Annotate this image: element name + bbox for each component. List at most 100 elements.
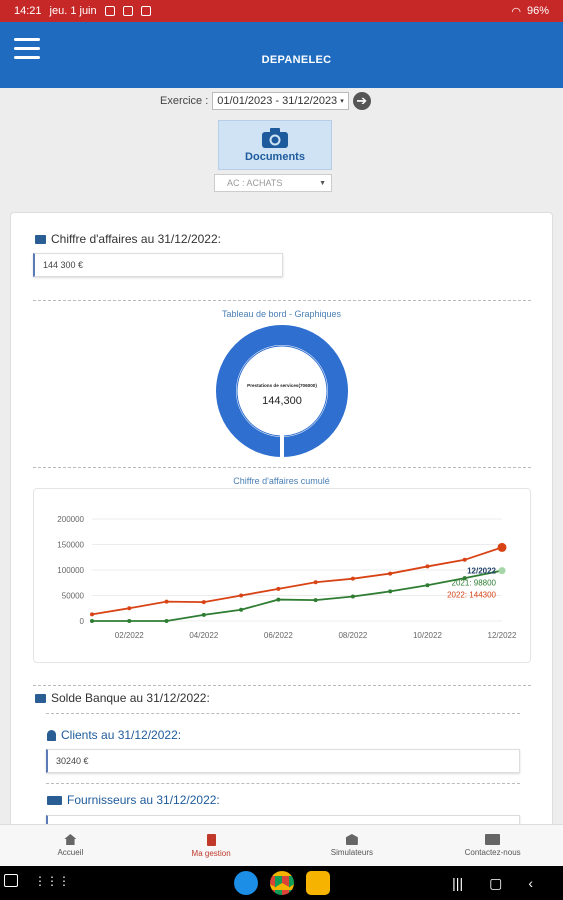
- app-bar: DEPANELEC: [0, 22, 563, 88]
- camera-icon: [262, 128, 288, 148]
- contact-card-icon: [485, 834, 501, 845]
- nav-simulateurs[interactable]: Simulateurs: [282, 825, 423, 866]
- banque-title: Solde Banque au 31/12/2022:: [35, 691, 210, 705]
- tooltip-2021: 2021: 98800: [452, 578, 497, 587]
- skype-app-icon[interactable]: [234, 871, 258, 895]
- data-point-2021: [164, 619, 169, 623]
- data-point-2021: [276, 597, 281, 602]
- data-point-2022: [350, 576, 355, 581]
- y-tick-label: 0: [80, 617, 85, 626]
- y-tick-label: 50000: [62, 592, 85, 601]
- dashboard-title: Tableau de bord - Graphiques: [221, 309, 342, 319]
- data-point-2021: [498, 567, 506, 575]
- apps-grid-icon[interactable]: ⋮⋮⋮: [34, 874, 70, 888]
- nav-accueil[interactable]: Accueil: [0, 825, 141, 866]
- exercice-value: 01/01/2023 - 31/12/2023: [217, 95, 338, 107]
- notification-icon: [140, 6, 151, 16]
- ca-title: Chiffre d'affaires au 31/12/2022:: [35, 232, 221, 246]
- data-point-2021: [313, 598, 318, 603]
- fournisseurs-title: Fournisseurs au 31/12/2022:: [47, 793, 220, 807]
- data-point-2022: [425, 564, 430, 569]
- data-point-2022: [164, 599, 169, 604]
- x-tick-label: 02/2022: [115, 631, 144, 640]
- data-point-2022: [313, 580, 318, 585]
- x-tick-label: 06/2022: [264, 631, 293, 640]
- data-point-2022: [276, 586, 281, 591]
- screenshot-icon[interactable]: [4, 874, 18, 887]
- data-point-2021: [462, 576, 467, 581]
- divider: [46, 783, 520, 784]
- divider: [33, 685, 531, 686]
- divider: [46, 713, 520, 714]
- data-point-2022: [127, 606, 132, 611]
- system-nav-bar: ⋮⋮⋮ ||| ▢ ‹: [0, 866, 563, 900]
- data-point-2022: [497, 542, 507, 552]
- exercice-select[interactable]: 01/01/2023 - 31/12/2023 ▾: [212, 92, 349, 110]
- home-icon: [64, 834, 77, 845]
- chart-title: Chiffre d'affaires cumulé: [233, 476, 330, 486]
- status-date: jeu. 1 juin: [49, 5, 97, 17]
- tooltip-2022: 2022: 144300: [447, 590, 496, 599]
- data-point-2021: [127, 619, 132, 623]
- clients-title-text: Clients au 31/12/2022:: [61, 728, 182, 742]
- data-point-2021: [425, 583, 430, 588]
- journal-select[interactable]: AC : ACHATS ▼: [214, 174, 332, 192]
- documents-button[interactable]: Documents: [218, 120, 332, 170]
- donut-label: Prestations de services(706000): [247, 383, 317, 388]
- bottom-nav: Accueil Ma gestion Simulateurs Contactez…: [0, 824, 563, 866]
- recent-apps-icon[interactable]: |||: [452, 875, 464, 891]
- battery-level: 96%: [526, 5, 549, 17]
- data-point-2021: [90, 619, 94, 623]
- clients-value: 30240 €: [56, 756, 89, 766]
- nav-label: Simulateurs: [330, 848, 373, 857]
- data-point-2021: [350, 594, 355, 599]
- home-button-icon[interactable]: ▢: [489, 875, 503, 891]
- wifi-icon: ◠: [511, 5, 521, 18]
- journal-value: AC : ACHATS: [227, 178, 283, 188]
- x-tick-label: 04/2022: [189, 631, 218, 640]
- chevron-down-icon: ▾: [340, 98, 344, 105]
- nav-label: Ma gestion: [191, 848, 231, 858]
- status-time: 14:21: [14, 5, 42, 17]
- data-point-2022: [201, 600, 206, 605]
- nav-ma-gestion[interactable]: Ma gestion: [141, 825, 282, 866]
- chevron-down-icon: ▼: [319, 180, 326, 187]
- documents-label: Documents: [245, 151, 305, 163]
- clients-title: Clients au 31/12/2022:: [47, 728, 181, 742]
- data-point-2021: [201, 612, 206, 617]
- arrow-right-icon[interactable]: ➔: [352, 92, 371, 110]
- briefcase-icon: [35, 234, 46, 244]
- bank-icon: [345, 834, 358, 845]
- data-point-2022: [388, 571, 393, 576]
- ca-value-box: 144 300 €: [33, 253, 283, 277]
- nav-label: Contactez-nous: [464, 848, 521, 857]
- chrome-app-icon[interactable]: [270, 871, 294, 895]
- x-tick-label: 12/2022: [488, 631, 517, 640]
- tooltip-header: 12/2022: [467, 566, 496, 575]
- line-chart: 0 50000 100000 150000 200000 02/2022 04/2022 06…: [57, 515, 517, 640]
- data-point-2022: [239, 593, 244, 598]
- donut-gap: [280, 435, 284, 457]
- app-title: DEPANELEC: [261, 54, 332, 66]
- user-icon: [47, 729, 56, 741]
- bank-icon: [35, 693, 46, 703]
- menu-icon[interactable]: [14, 38, 40, 60]
- ca-title-text: Chiffre d'affaires au 31/12/2022:: [51, 232, 221, 246]
- data-point-2022: [462, 557, 467, 562]
- data-point-2022: [90, 612, 94, 617]
- line-chart-container: 0 50000 100000 150000 200000 02/2022 04/2022 06…: [33, 488, 531, 663]
- series-line-2021: [92, 569, 503, 622]
- y-tick-label: 200000: [57, 515, 84, 524]
- ca-value: 144 300 €: [43, 260, 84, 270]
- nav-contact[interactable]: Contactez-nous: [422, 825, 563, 866]
- divider: [33, 300, 531, 301]
- back-icon[interactable]: ‹: [528, 875, 533, 891]
- clients-value-box: 30240 €: [46, 749, 520, 773]
- banque-title-text: Solde Banque au 31/12/2022:: [51, 691, 210, 705]
- notification-icon: [122, 6, 133, 16]
- donut-hole: [236, 345, 328, 437]
- files-app-icon[interactable]: [306, 871, 330, 895]
- y-tick-label: 100000: [57, 566, 84, 575]
- donut-chart: Prestations de services(706000) 144,300: [216, 325, 348, 457]
